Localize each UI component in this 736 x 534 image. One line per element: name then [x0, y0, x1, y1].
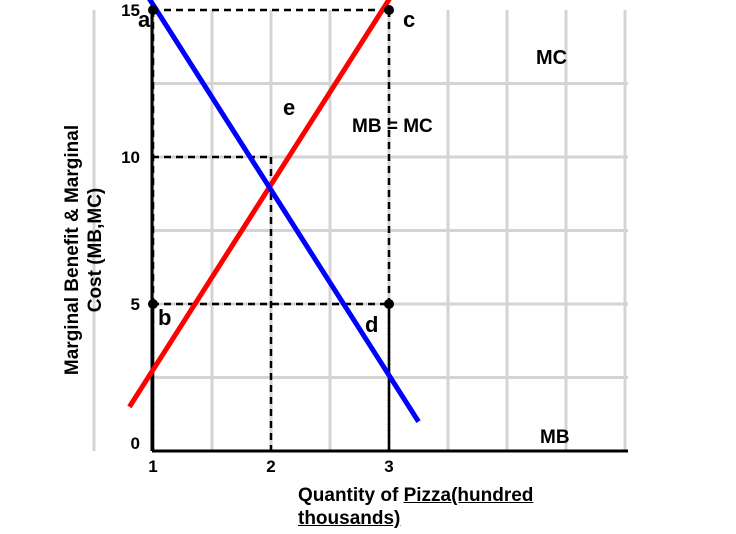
point-b: [148, 299, 158, 309]
axes: [150, 10, 628, 453]
series-label-mc: MC: [536, 47, 567, 69]
x-axis-label: Quantity of Pizza(hundred thousands): [298, 484, 598, 530]
point-d: [384, 299, 394, 309]
point-label-d: d: [365, 312, 378, 337]
x-tick-label: 1: [148, 457, 157, 476]
y-tick-label: 0: [131, 434, 140, 453]
x-tick-label: 2: [266, 457, 275, 476]
y-axis-label-line1: Marginal Benefit & Marginal: [62, 125, 83, 375]
y-tick-label: 5: [131, 295, 140, 314]
point-label-e: e: [283, 95, 295, 120]
point-label-c: c: [403, 7, 415, 32]
point-label-a: a: [138, 7, 151, 32]
y-tick-label: 10: [121, 148, 140, 167]
x-axis-label-part2: Pizza(hundred thousands): [298, 485, 534, 529]
points: a c e b d: [138, 5, 415, 337]
series-label-mb: MB: [540, 427, 570, 448]
series-lines: [127, 0, 421, 423]
y-tick-label: 15: [121, 1, 140, 20]
series-line-mc: [127, 0, 392, 409]
point-c: [384, 5, 394, 15]
y-axis-label-line2: Cost (MB,MC): [85, 188, 106, 313]
point-label-b: b: [158, 305, 171, 330]
point-a: [148, 5, 158, 15]
x-axis-label-part1: Quantity of: [298, 485, 404, 506]
tick-labels: 1 2 3 0 5 10 15: [121, 1, 394, 476]
series-line-mb: [147, 0, 421, 423]
annotation-mb-equals-mc: MB = MC: [352, 116, 433, 137]
x-tick-label: 3: [384, 457, 393, 476]
grid: [92, 10, 628, 451]
